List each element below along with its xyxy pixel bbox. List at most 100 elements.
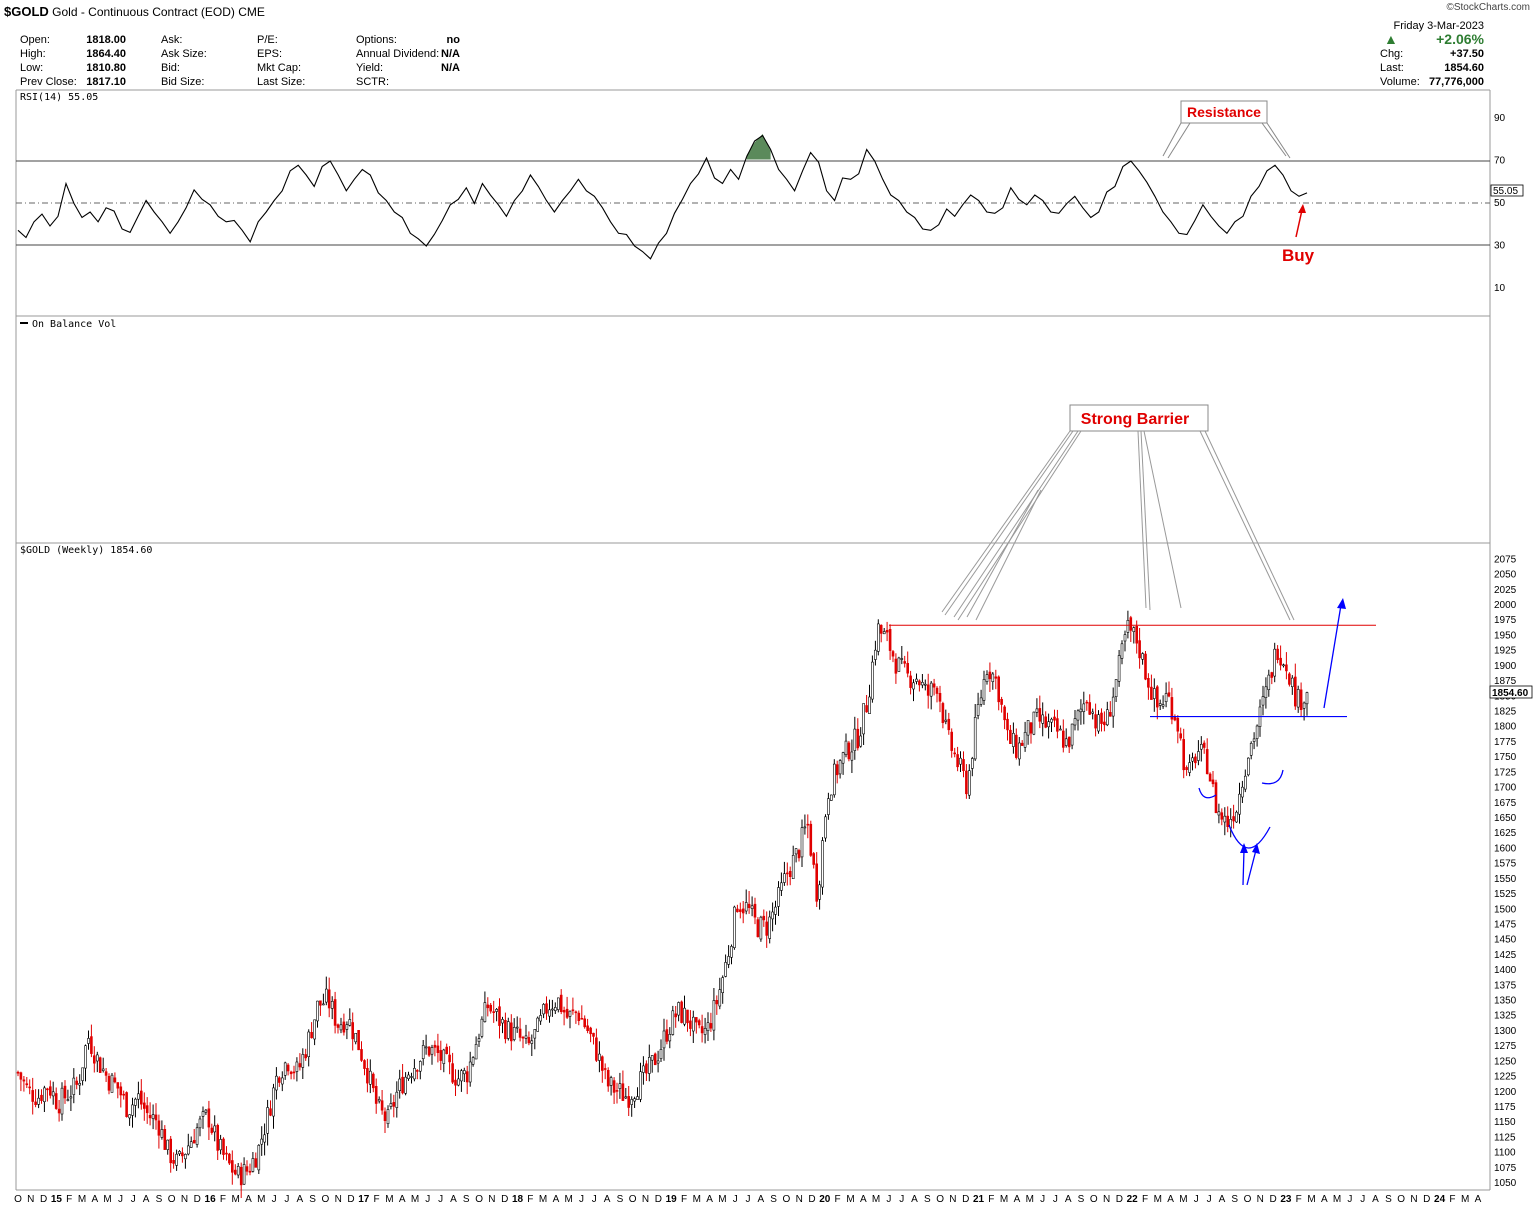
- candle-body: [1153, 688, 1156, 699]
- candle-body: [1009, 729, 1012, 745]
- candle-body: [366, 1068, 369, 1084]
- candle-body: [1064, 738, 1068, 746]
- x-tick-label: S: [617, 1194, 624, 1205]
- candle-body: [744, 902, 748, 912]
- x-tick-label: F: [1449, 1194, 1455, 1205]
- strong-barrier-label: Strong Barrier: [1081, 411, 1189, 428]
- candle-body: [618, 1083, 622, 1089]
- candle-body: [492, 1011, 496, 1013]
- price-panel: $GOLD (Weekly) 1854.60 2075 2050 2025 2000 1…: [16, 545, 1533, 1198]
- candle-body: [239, 1166, 243, 1186]
- candle-body: [1085, 701, 1089, 704]
- candle-body: [148, 1115, 152, 1119]
- candle-body: [600, 1056, 604, 1071]
- candle-body: [207, 1108, 211, 1128]
- x-tick-label: J: [746, 1194, 751, 1205]
- candle-body: [979, 697, 983, 705]
- options-value: no: [446, 34, 460, 46]
- candle-body: [1135, 625, 1138, 644]
- candle-body: [1132, 627, 1136, 633]
- candle-body: [1047, 721, 1050, 728]
- candle-body: [559, 994, 563, 1012]
- candle-body: [797, 850, 801, 859]
- candle-body: [706, 1022, 710, 1032]
- candle-body: [1032, 711, 1036, 735]
- x-tick-label: M: [385, 1194, 393, 1205]
- candle-body: [1261, 696, 1265, 706]
- x-tick-label: J: [1207, 1194, 1212, 1205]
- candle-body: [609, 1077, 613, 1086]
- candle-body: [154, 1114, 158, 1121]
- candle-body: [192, 1140, 196, 1144]
- candle-body: [48, 1086, 52, 1096]
- candle-body: [970, 758, 974, 769]
- candle-body: [1282, 664, 1285, 667]
- candle-body: [865, 705, 868, 713]
- price-tick-label: 1525: [1494, 889, 1517, 900]
- candle-body: [1208, 773, 1212, 782]
- chg-value: +37.50: [1450, 48, 1484, 60]
- candle-body: [37, 1097, 40, 1105]
- candle-body: [457, 1078, 460, 1086]
- candle-body: [289, 1071, 293, 1075]
- rsi-ticks: 90 70 50 30 10: [1494, 113, 1506, 294]
- x-tick-label: M: [1179, 1194, 1187, 1205]
- candle-body: [134, 1098, 137, 1106]
- candle-body: [96, 1054, 99, 1062]
- candle-body: [1247, 757, 1250, 776]
- candle-body: [932, 683, 936, 688]
- candle-body: [1029, 722, 1033, 734]
- candle-body: [733, 906, 736, 948]
- candle-body: [853, 728, 857, 751]
- candle-body: [953, 752, 957, 755]
- candle-body: [918, 680, 921, 686]
- watermark: ©StockCharts.com: [1446, 2, 1530, 13]
- candle-body: [204, 1109, 208, 1113]
- candle-body: [433, 1044, 437, 1048]
- candle-body: [383, 1111, 387, 1121]
- candle-body: [304, 1054, 308, 1059]
- candle-body: [436, 1045, 440, 1054]
- x-tick-label: A: [91, 1194, 98, 1205]
- candle-body: [254, 1158, 258, 1168]
- candle-body: [612, 1080, 616, 1093]
- candle-body: [1191, 757, 1194, 762]
- candle-body: [903, 661, 907, 664]
- candle-body: [504, 1019, 507, 1040]
- candle-body: [90, 1036, 93, 1054]
- exchange: CME: [238, 5, 265, 19]
- candle-body: [545, 1003, 548, 1014]
- price-tick-label: 1375: [1494, 980, 1517, 991]
- candle-body: [827, 798, 830, 815]
- candle-body: [762, 915, 766, 921]
- price-yticks: 2075205020252000197519501925190018751850…: [1494, 554, 1517, 1189]
- candle-body: [871, 661, 874, 700]
- x-tick-label: O: [1397, 1194, 1405, 1205]
- price-tick-label: 1400: [1494, 965, 1517, 976]
- target-arrow-icon: [1337, 598, 1346, 609]
- candle-body: [1129, 617, 1133, 631]
- candle-body: [101, 1068, 105, 1071]
- candle-body: [1179, 733, 1182, 739]
- candle-body: [1158, 703, 1162, 706]
- candle-body: [783, 873, 786, 883]
- candle-body: [1035, 708, 1039, 713]
- price-tick-label: 1950: [1494, 630, 1517, 641]
- candle-body: [460, 1070, 463, 1082]
- candle-body: [1252, 738, 1256, 742]
- price-tick-label: 1700: [1494, 783, 1517, 794]
- price-tick-label: 2050: [1494, 570, 1517, 581]
- bottom-arc: [1228, 824, 1271, 849]
- candle-body: [973, 716, 977, 760]
- candle-body: [1244, 775, 1247, 790]
- candle-body: [1182, 739, 1185, 771]
- x-tick-label: N: [1257, 1194, 1264, 1205]
- candle-body: [163, 1129, 167, 1150]
- candle-body: [145, 1105, 149, 1114]
- candle-body: [1241, 786, 1244, 798]
- x-tick-label: A: [1065, 1194, 1072, 1205]
- candle-body: [107, 1076, 111, 1091]
- candle-body: [1138, 640, 1141, 659]
- candle-body: [1276, 648, 1279, 660]
- x-tick-label: A: [296, 1194, 303, 1205]
